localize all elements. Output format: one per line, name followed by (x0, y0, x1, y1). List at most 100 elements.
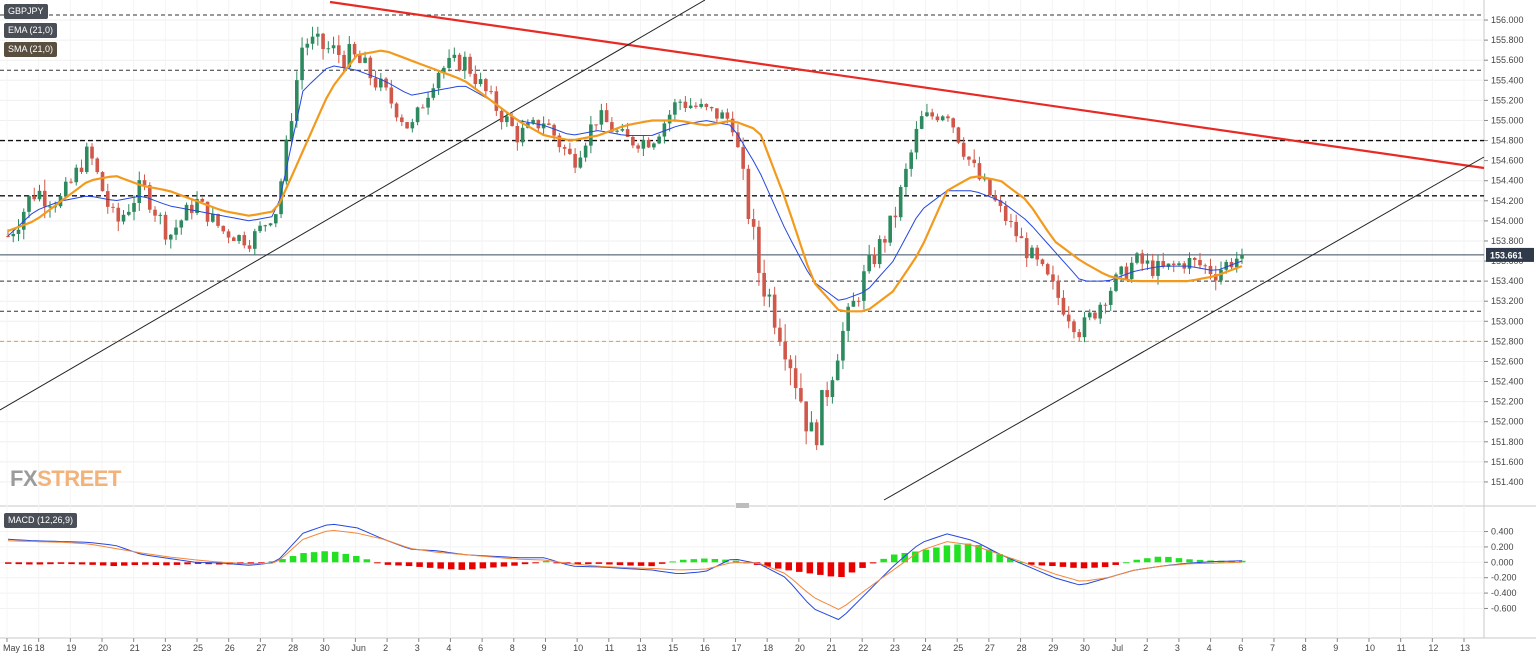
candle-bullish[interactable] (904, 168, 908, 188)
candle-bearish[interactable] (1019, 236, 1024, 239)
candle-bullish[interactable] (1030, 247, 1034, 259)
candle-bearish[interactable] (147, 185, 152, 210)
candle-bearish[interactable] (321, 33, 325, 50)
candle-bearish[interactable] (704, 103, 709, 108)
candle-bearish[interactable] (872, 254, 877, 265)
candle-bullish[interactable] (841, 330, 845, 361)
candle-bullish[interactable] (877, 239, 882, 265)
candle-bearish[interactable] (725, 112, 730, 119)
candle-bearish[interactable] (1124, 266, 1129, 280)
candle-bearish[interactable] (762, 272, 766, 297)
candle-bullish[interactable] (830, 380, 835, 398)
candle-bearish[interactable] (69, 181, 73, 183)
candle-bullish[interactable] (263, 225, 268, 227)
candle-bearish[interactable] (242, 235, 247, 246)
candle-bearish[interactable] (1140, 253, 1145, 264)
candle-bearish[interactable] (547, 123, 551, 125)
candle-bearish[interactable] (368, 57, 373, 79)
candle-bullish[interactable] (452, 54, 457, 58)
candle-bullish[interactable] (326, 48, 331, 50)
candle-bullish[interactable] (210, 214, 215, 222)
candle-bearish[interactable] (468, 56, 472, 74)
candle-bullish[interactable] (1114, 274, 1118, 291)
candle-bearish[interactable] (342, 54, 346, 68)
candle-bearish[interactable] (1040, 259, 1045, 265)
candle-bullish[interactable] (620, 129, 625, 131)
candle-bullish[interactable] (27, 196, 31, 212)
candle-bearish[interactable] (1061, 297, 1066, 315)
candle-bearish[interactable] (1213, 274, 1218, 281)
candle-bearish[interactable] (799, 388, 803, 402)
candle-bullish[interactable] (1240, 254, 1244, 259)
candle-bullish[interactable] (1108, 290, 1113, 305)
candle-bullish[interactable] (862, 271, 866, 301)
candle-bearish[interactable] (153, 209, 157, 216)
candle-bearish[interactable] (111, 206, 115, 208)
candle-bullish[interactable] (436, 72, 441, 89)
candle-bullish[interactable] (300, 47, 304, 81)
candle-bearish[interactable] (631, 136, 635, 146)
candle-bearish[interactable] (998, 200, 1003, 206)
candle-bearish[interactable] (1198, 259, 1202, 266)
candle-bullish[interactable] (615, 130, 619, 132)
candle-bullish[interactable] (919, 116, 924, 129)
candle-bullish[interactable] (914, 128, 919, 153)
candle-bearish[interactable] (694, 105, 698, 107)
candle-bullish[interactable] (237, 235, 241, 242)
macd-legend-label[interactable]: MACD (12,26,9) (4, 513, 78, 528)
candle-bullish[interactable] (331, 45, 336, 49)
candle-bullish[interactable] (662, 123, 667, 137)
candle-bearish[interactable] (625, 129, 630, 137)
candle-bearish[interactable] (1014, 221, 1019, 237)
candle-bullish[interactable] (673, 102, 677, 115)
candle-bullish[interactable] (253, 231, 257, 249)
candle-bullish[interactable] (84, 146, 89, 172)
candle-bearish[interactable] (893, 215, 898, 218)
candle-bullish[interactable] (126, 211, 131, 215)
candle-bearish[interactable] (1051, 274, 1055, 281)
candle-bearish[interactable] (405, 122, 409, 129)
candle-bullish[interactable] (48, 206, 52, 208)
candle-bearish[interactable] (394, 103, 399, 118)
candle-bullish[interactable] (37, 190, 42, 200)
candle-bearish[interactable] (42, 190, 47, 207)
candle-bearish[interactable] (515, 125, 520, 143)
candle-bullish[interactable] (347, 44, 352, 68)
candle-bullish[interactable] (1166, 263, 1171, 267)
candle-bullish[interactable] (720, 112, 724, 119)
candle-bearish[interactable] (189, 204, 194, 214)
sma-legend-label[interactable]: SMA (21,0) (4, 42, 58, 57)
candle-bearish[interactable] (1024, 238, 1029, 259)
candle-bearish[interactable] (205, 201, 210, 222)
candle-bullish[interactable] (867, 254, 871, 272)
candle-bearish[interactable] (573, 153, 577, 168)
candle-bearish[interactable] (100, 172, 105, 192)
candle-bearish[interactable] (741, 147, 745, 169)
candle-bullish[interactable] (846, 306, 850, 331)
candle-bearish[interactable] (757, 226, 761, 273)
candle-bearish[interactable] (473, 73, 478, 85)
candle-bearish[interactable] (683, 101, 688, 108)
candle-bullish[interactable] (415, 107, 420, 123)
candle-bullish[interactable] (11, 233, 16, 237)
candle-bearish[interactable] (1072, 321, 1076, 333)
candle-bearish[interactable] (594, 124, 598, 126)
candle-bearish[interactable] (646, 139, 651, 148)
candle-bearish[interactable] (1003, 205, 1008, 222)
candle-bearish[interactable] (352, 44, 357, 55)
candle-bullish[interactable] (925, 112, 929, 117)
candle-bearish[interactable] (930, 112, 934, 117)
candle-bearish[interactable] (883, 239, 887, 243)
candle-bearish[interactable] (226, 231, 231, 238)
candle-bullish[interactable] (909, 152, 913, 169)
candle-bearish[interactable] (484, 79, 488, 92)
candle-bullish[interactable] (888, 215, 892, 243)
candle-bullish[interactable] (379, 78, 383, 88)
candle-bullish[interactable] (657, 136, 661, 144)
candle-bullish[interactable] (641, 139, 646, 149)
candle-bearish[interactable] (552, 124, 556, 136)
candle-bearish[interactable] (961, 142, 966, 157)
descending-trendline[interactable] (329, 0, 1485, 170)
candle-bearish[interactable] (1203, 265, 1208, 267)
candle-bearish[interactable] (814, 422, 819, 446)
